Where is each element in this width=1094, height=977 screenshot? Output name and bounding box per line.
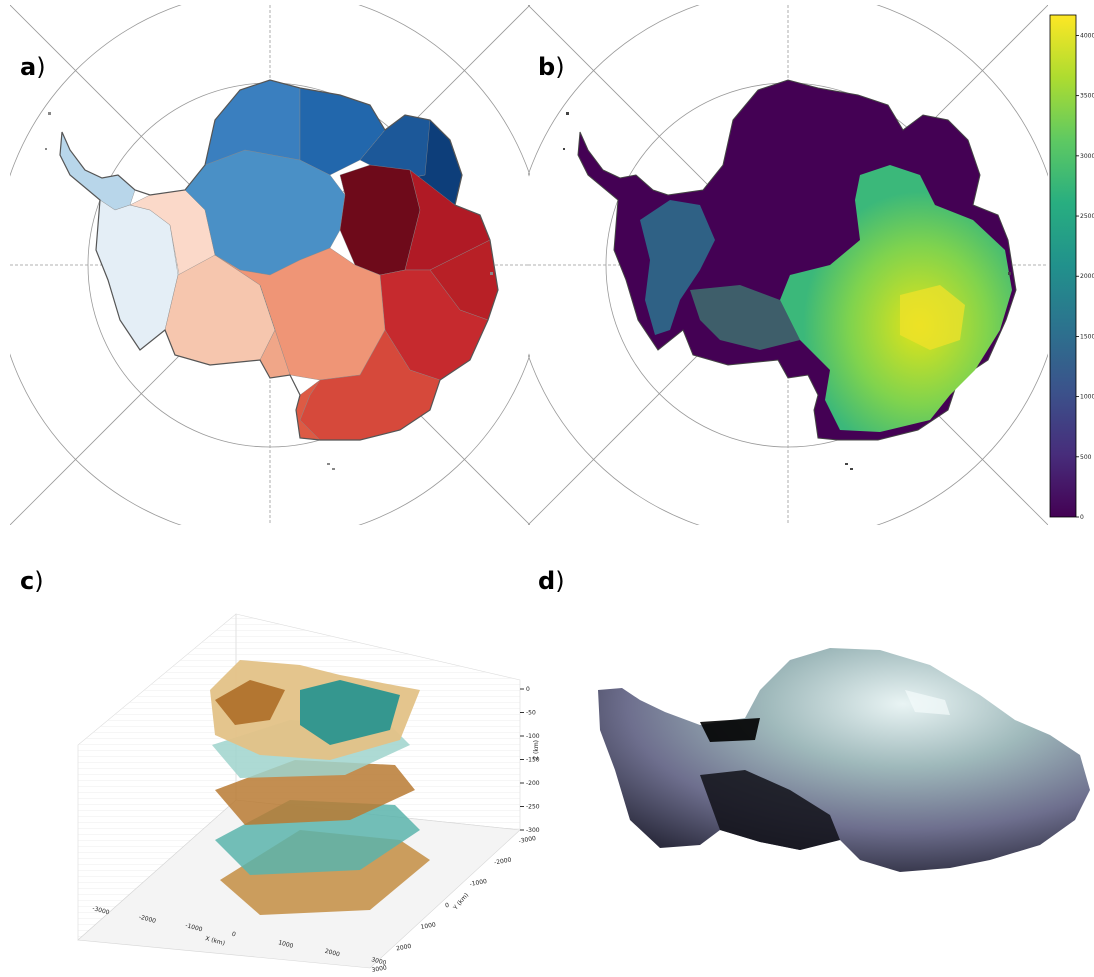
elevation-ridge [690, 285, 800, 350]
panel-b-map [528, 5, 1048, 525]
elevation-west [640, 200, 715, 335]
y-tick-label: 0 [445, 902, 450, 910]
x-tick-label: -2000 [138, 914, 157, 925]
islands-b [563, 112, 1011, 470]
colorbar-tick-label: 3500 [1080, 93, 1094, 100]
colorbar-tick-label: 2000 [1080, 273, 1094, 280]
panel-a-map [10, 5, 530, 525]
z-tick-label: -50 [526, 710, 536, 717]
z-axis-label: Z (km) [533, 740, 540, 760]
y-tick-label: -2000 [494, 857, 513, 867]
x-axis-label: X (km) [204, 935, 225, 947]
z-ticks: 0 -50 -100 -150 -200 -250 -300 [520, 686, 540, 834]
colorbar-tick-label: 4000 [1080, 32, 1094, 39]
y-tick-label: 3000 [371, 964, 387, 974]
x-tick-label: 2000 [324, 948, 341, 959]
surface-shelf-shadow [700, 718, 760, 742]
colorbar-tick-label: 1000 [1080, 394, 1094, 401]
colorbar: 0 500 1000 1500 2000 2500 3000 3500 4000 [1049, 14, 1094, 521]
panel-label-a: a) [20, 53, 46, 81]
panel-c-3d: 0 -50 -100 -150 -200 -250 -300 Z (km) -3000 -20… [77, 613, 540, 974]
layer-top-core [300, 680, 400, 745]
surface-body [598, 648, 1090, 872]
panel-label-d: d) [538, 567, 565, 595]
panel-paren: ) [34, 567, 44, 595]
y-ticks: 3000 2000 1000 0 -1000 -2000 -3000 [371, 835, 537, 974]
panel-paren: ) [555, 567, 565, 595]
panel-letter: d [538, 567, 556, 595]
z-tick-label: -200 [526, 780, 540, 787]
colorbar-ticks: 0 500 1000 1500 2000 2500 3000 3500 4000 [1076, 32, 1094, 521]
panel-paren: ) [555, 53, 565, 81]
colorbar-gradient [1049, 14, 1077, 518]
colorbar-tick-label: 2500 [1080, 213, 1094, 220]
z-tick-label: -300 [526, 827, 540, 834]
z-axis: 0 -50 -100 -150 -200 -250 -300 Z (km) [520, 686, 540, 834]
y-tick-label: 2000 [396, 943, 412, 953]
x-tick-label: -3000 [91, 905, 110, 916]
y-tick-label: -3000 [518, 835, 537, 845]
elevation-peak [900, 285, 965, 350]
panel-label-c: c) [20, 567, 44, 595]
surface-highlight [905, 690, 950, 715]
colorbar-tick-label: 500 [1080, 454, 1092, 461]
panel-letter: b [538, 53, 556, 81]
y-tick-label: 1000 [420, 921, 436, 931]
z-tick-label: -250 [526, 804, 540, 811]
panel-d-surface [598, 648, 1090, 872]
x-axis: -3000 -2000 -1000 0 1000 2000 3000 X (km) [91, 905, 387, 967]
layer-stack [210, 660, 430, 915]
colorbar-tick-label: 1500 [1080, 333, 1094, 340]
x-tick-label: -1000 [184, 922, 203, 933]
x-tick-label: 3000 [370, 956, 387, 967]
z-tick-label: 0 [526, 686, 530, 693]
x-tick-label: 1000 [277, 939, 294, 950]
islands-a [45, 112, 493, 470]
elevation-east [780, 165, 1012, 432]
y-tick-label: -1000 [469, 878, 488, 888]
x-tick-label: 0 [231, 931, 237, 939]
colorbar-tick-label: 0 [1080, 514, 1084, 521]
z-tick-label: -100 [526, 733, 540, 740]
y-axis-label: Y (km) [452, 892, 471, 912]
surface-dark-basin [700, 770, 840, 850]
x-ticks: -3000 -2000 -1000 0 1000 2000 3000 [91, 905, 387, 967]
panel-letter: a [20, 53, 37, 81]
panel-label-b: b) [538, 53, 565, 81]
panel-a-basins [59, 79, 499, 441]
panel-paren: ) [36, 53, 46, 81]
layer-top-rim [215, 680, 285, 725]
coastline-a [59, 79, 499, 441]
z-tick-label: -150 [526, 757, 540, 764]
panel-letter: c [20, 567, 35, 595]
colorbar-tick-label: 3000 [1080, 153, 1094, 160]
